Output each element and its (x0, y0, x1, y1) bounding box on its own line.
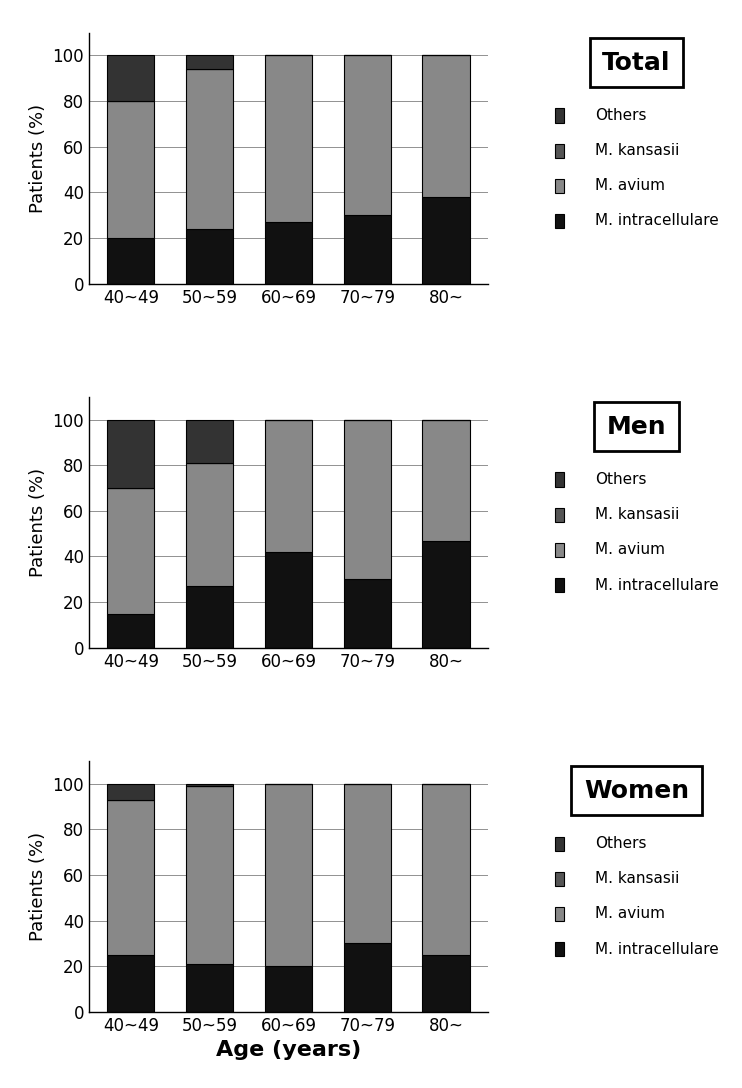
Bar (344, 55, 391, 215)
Text: Men: Men (607, 415, 666, 438)
Bar (344, 579, 391, 647)
Text: M. kansasii: M. kansasii (595, 507, 679, 522)
Bar (344, 943, 391, 1012)
Bar (107, 955, 154, 1012)
Bar (107, 614, 154, 647)
Bar (422, 197, 470, 284)
Bar (186, 964, 233, 1012)
Text: M. intracellulare: M. intracellulare (595, 578, 718, 593)
Bar (344, 215, 391, 284)
Bar (422, 955, 470, 1012)
Bar (107, 800, 154, 955)
Bar (107, 101, 154, 238)
Y-axis label: Patients (%): Patients (%) (29, 831, 47, 941)
Bar (344, 420, 391, 579)
Bar (107, 238, 154, 284)
Text: M. kansasii: M. kansasii (595, 144, 679, 158)
Bar (107, 55, 154, 101)
Bar (186, 786, 233, 964)
Bar (265, 420, 312, 552)
Text: Women: Women (584, 779, 689, 803)
Bar (186, 55, 233, 70)
Text: Others: Others (595, 108, 646, 123)
Y-axis label: Patients (%): Patients (%) (29, 103, 47, 213)
Bar (265, 966, 312, 1012)
Text: M. avium: M. avium (595, 178, 665, 194)
Bar (344, 783, 391, 943)
Y-axis label: Patients (%): Patients (%) (29, 468, 47, 577)
Text: M. avium: M. avium (595, 906, 665, 922)
Bar (422, 55, 470, 197)
Text: M. intracellulare: M. intracellulare (595, 213, 718, 228)
Text: Total: Total (603, 51, 671, 75)
Bar (107, 420, 154, 489)
Bar (186, 70, 233, 228)
Bar (186, 228, 233, 284)
Bar (422, 541, 470, 647)
Bar (265, 783, 312, 966)
Bar (186, 783, 233, 786)
Bar (422, 420, 470, 541)
Text: Others: Others (595, 472, 646, 487)
Text: Others: Others (595, 836, 646, 851)
Bar (186, 586, 233, 647)
Text: M. avium: M. avium (595, 542, 665, 557)
Bar (186, 462, 233, 586)
Bar (107, 489, 154, 614)
Bar (186, 420, 233, 462)
Bar (422, 783, 470, 955)
Text: M. intracellulare: M. intracellulare (595, 941, 718, 956)
Bar (107, 783, 154, 800)
Text: M. kansasii: M. kansasii (595, 871, 679, 887)
X-axis label: Age (years): Age (years) (216, 1040, 361, 1061)
Bar (265, 552, 312, 647)
Bar (265, 222, 312, 284)
Bar (265, 55, 312, 222)
